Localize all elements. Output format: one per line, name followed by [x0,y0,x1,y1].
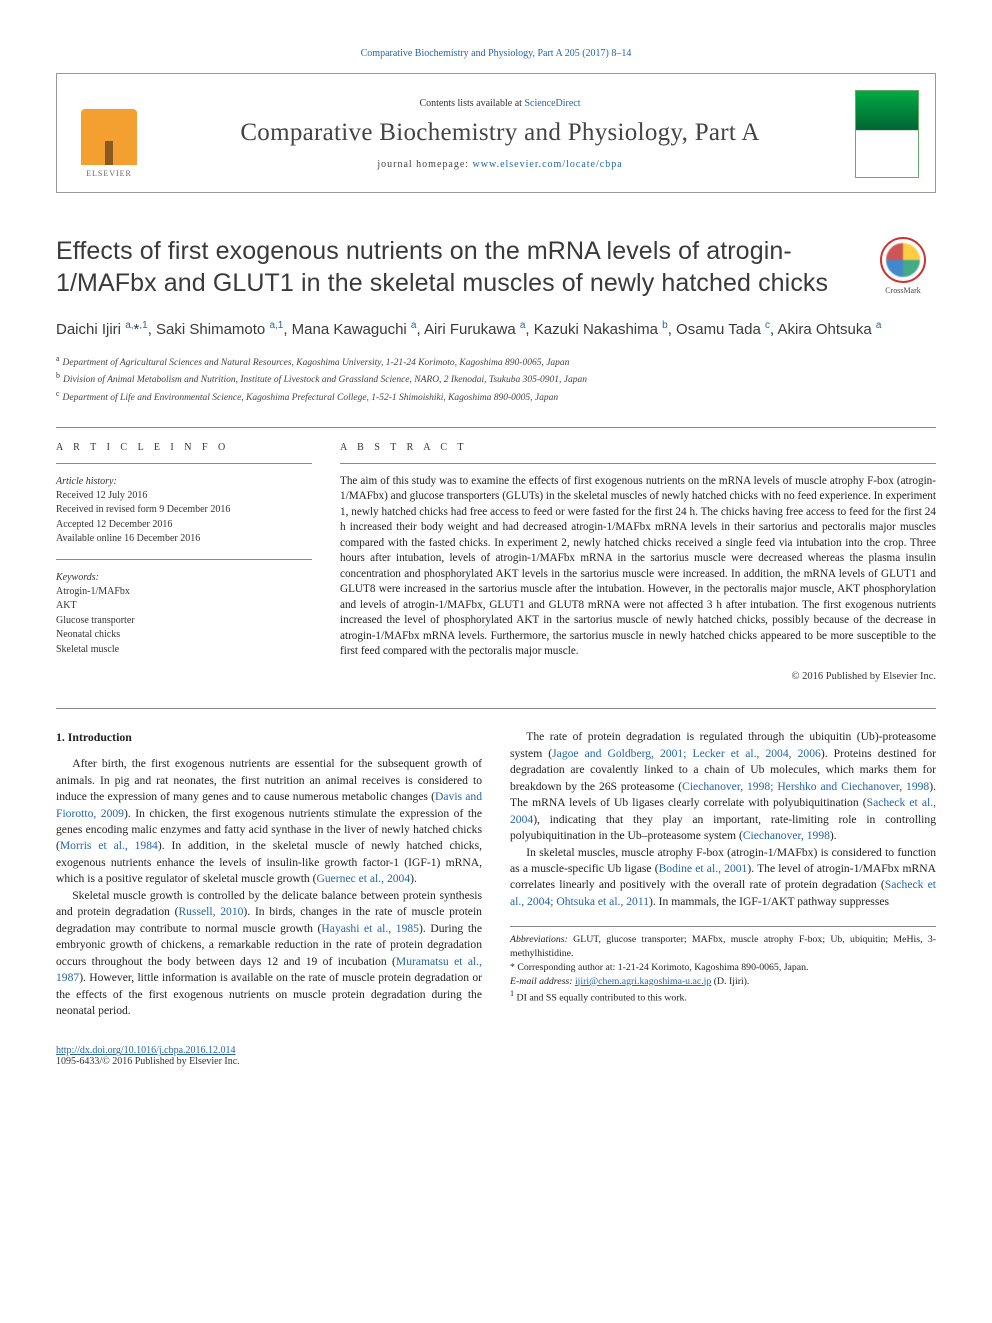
page-footer: http://dx.doi.org/10.1016/j.cbpa.2016.12… [56,1045,936,1067]
body-paragraph: Skeletal muscle growth is controlled by … [56,888,482,1020]
article-info: a r t i c l e i n f o Article history: R… [56,442,312,682]
homepage-link[interactable]: www.elsevier.com/locate/cbpa [473,159,623,170]
citation-link[interactable]: Jagoe and Goldberg, 2001; Lecker et al.,… [552,747,821,760]
citation-link[interactable]: Hayashi et al., 1985 [321,922,419,935]
affil-b: bDivision of Animal Metabolism and Nutri… [56,370,936,387]
body-paragraph: In skeletal muscles, muscle atrophy F-bo… [510,845,936,911]
abstract: a b s t r a c t The aim of this study wa… [340,442,936,682]
crossmark-badge[interactable]: CrossMark [870,237,936,295]
article-info-heading: a r t i c l e i n f o [56,442,312,453]
crossmark-label: CrossMark [885,286,921,295]
crossmark-icon [880,237,926,283]
history-item: Received in revised form 9 December 2016 [56,503,312,518]
elsevier-tree-icon [81,109,137,165]
body-paragraph: After birth, the first exogenous nutrien… [56,756,482,888]
elsevier-logo: ELSEVIER [73,90,145,178]
journal-title: Comparative Biochemistry and Physiology,… [161,119,839,147]
contents-label: Contents lists available at [419,98,524,109]
abstract-heading: a b s t r a c t [340,442,936,453]
publisher-name: ELSEVIER [86,169,132,178]
email-line: E-mail address: ijiri@chem.agri.kagoshim… [510,975,936,989]
doi-link[interactable]: http://dx.doi.org/10.1016/j.cbpa.2016.12… [56,1045,236,1056]
journal-header: ELSEVIER Contents lists available at Sci… [56,73,936,193]
body-columns: 1. Introduction After birth, the first e… [56,729,936,1019]
running-head: Comparative Biochemistry and Physiology,… [56,48,936,59]
affil-c: cDepartment of Life and Environmental Sc… [56,388,936,405]
abbreviations: Abbreviations: GLUT, glucose transporter… [510,933,936,960]
history-item: Accepted 12 December 2016 [56,518,312,533]
citation-link[interactable]: Morris et al., 1984 [60,839,158,852]
keyword-item: Neonatal chicks [56,628,312,643]
citation-link[interactable]: Russell, 2010 [178,905,243,918]
abstract-text: The aim of this study was to examine the… [340,474,936,659]
keyword-item: Skeletal muscle [56,643,312,658]
history-list: Received 12 July 2016 Received in revise… [56,489,312,547]
footnotes: Abbreviations: GLUT, glucose transporter… [510,926,936,1005]
journal-cover-icon [855,90,919,178]
sciencedirect-link[interactable]: ScienceDirect [524,98,580,109]
journal-homepage: journal homepage: www.elsevier.com/locat… [161,159,839,170]
citation-link[interactable]: Ciechanover, 1998 [743,829,830,842]
keywords-list: Atrogin-1/MAFbx AKT Glucose transporter … [56,585,312,658]
section-heading: 1. Introduction [56,729,482,746]
body-paragraph: The rate of protein degradation is regul… [510,729,936,844]
history-item: Available online 16 December 2016 [56,532,312,547]
email-link[interactable]: ijiri@chem.agri.kagoshima-u.ac.jp [575,976,711,987]
contrib-note: 1 DI and SS equally contributed to this … [510,988,936,1005]
keyword-item: Glucose transporter [56,614,312,629]
author-list: Daichi Ijiri a,*,1, Saki Shimamoto a,1, … [56,319,936,341]
contents-line: Contents lists available at ScienceDirec… [161,98,839,109]
history-label: Article history: [56,476,312,487]
issn-line: 1095-6433/© 2016 Published by Elsevier I… [56,1056,936,1067]
citation-link[interactable]: Guernec et al., 2004 [316,872,410,885]
keyword-item: AKT [56,599,312,614]
keywords-label: Keywords: [56,572,312,583]
abstract-copyright: © 2016 Published by Elsevier Inc. [340,671,936,682]
affiliations: aDepartment of Agricultural Sciences and… [56,353,936,405]
keyword-item: Atrogin-1/MAFbx [56,585,312,600]
corresponding-author: * Corresponding author at: 1-21-24 Korim… [510,961,936,975]
homepage-label: journal homepage: [377,159,472,170]
history-item: Received 12 July 2016 [56,489,312,504]
article-title: Effects of first exogenous nutrients on … [56,235,846,299]
citation-link[interactable]: Bodine et al., 2001 [659,862,748,875]
affil-a: aDepartment of Agricultural Sciences and… [56,353,936,370]
citation-link[interactable]: Ciechanover, 1998; Hershko and Ciechanov… [682,780,929,793]
